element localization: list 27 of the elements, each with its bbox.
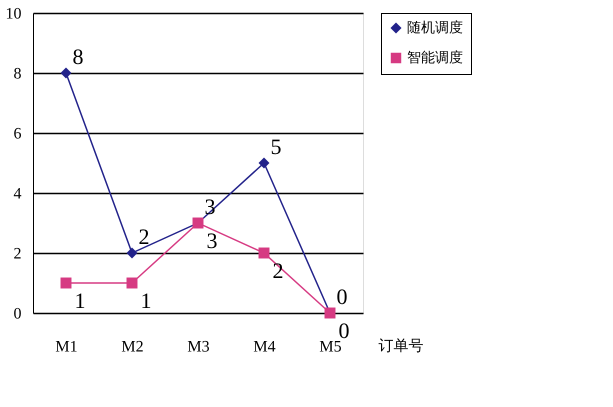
y-tick-label: 4 xyxy=(14,186,22,202)
point xyxy=(258,158,270,168)
legend-label: 智能调度 xyxy=(407,50,463,66)
y-tick-label: 8 xyxy=(14,66,22,82)
legend-label: 随机调度 xyxy=(407,20,463,36)
x-tick-label: M2 xyxy=(121,338,144,356)
y-tick-label: 0 xyxy=(14,306,22,322)
data-label: 1 xyxy=(140,288,152,313)
x-tick-label: M4 xyxy=(253,338,276,356)
data-label: 5 xyxy=(270,134,282,159)
data-label: 2 xyxy=(272,258,284,283)
y-tick-label: 6 xyxy=(14,126,22,142)
data-label: 3 xyxy=(206,228,218,253)
data-label: 8 xyxy=(72,44,84,69)
x-axis-title: 订单号 xyxy=(378,336,424,354)
point xyxy=(126,278,138,288)
data-label: 1 xyxy=(74,288,86,313)
x-tick-label: M1 xyxy=(55,338,78,356)
data-label: 2 xyxy=(138,224,150,249)
point xyxy=(126,248,138,258)
y-tick-label: 10 xyxy=(6,6,22,22)
y-tick-label: 2 xyxy=(14,246,22,262)
point xyxy=(60,278,72,288)
point xyxy=(258,248,270,258)
point xyxy=(60,68,72,78)
x-tick-label: M3 xyxy=(187,338,210,356)
data-label: 0 xyxy=(336,284,348,309)
